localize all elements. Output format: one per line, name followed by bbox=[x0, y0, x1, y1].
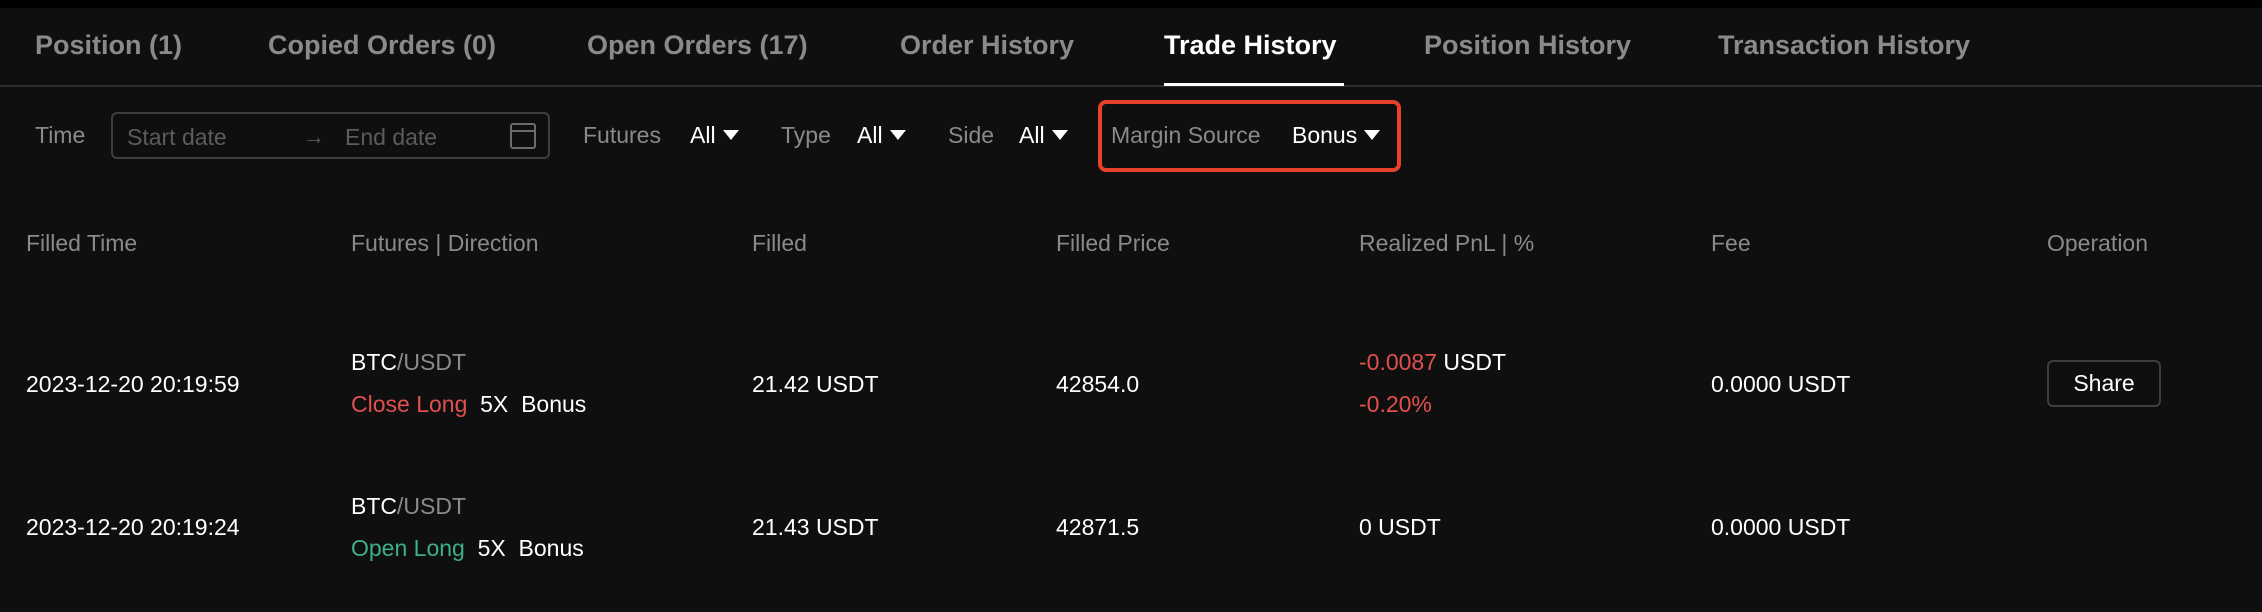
tab-position[interactable]: Position (1) bbox=[35, 30, 182, 60]
tab-trade-history[interactable]: Trade History bbox=[1164, 30, 1337, 60]
filled-time: 2023-12-20 20:19:59 bbox=[26, 371, 240, 397]
side-label: Side bbox=[948, 122, 995, 148]
filled-amount: 21.42 USDT bbox=[752, 371, 879, 397]
pair-quote: /USDT bbox=[397, 493, 466, 519]
filled-time: 2023-12-20 20:19:24 bbox=[26, 514, 240, 540]
filled-price: 42854.0 bbox=[1056, 371, 1140, 397]
time-label: Time bbox=[35, 122, 86, 148]
header-operation: Operation bbox=[2047, 230, 2149, 256]
direction-line: Open Long 5X Bonus bbox=[351, 535, 584, 562]
caret-down-icon bbox=[1364, 130, 1381, 140]
header-filled-time: Filled Time bbox=[26, 230, 138, 256]
date-range-picker[interactable]: Start date → End date bbox=[111, 112, 550, 159]
header-futures-direction: Futures | Direction bbox=[351, 230, 539, 256]
tab-order-history[interactable]: Order History bbox=[900, 30, 1075, 60]
type-label: Type bbox=[781, 122, 831, 148]
pair: BTC/USDT bbox=[351, 349, 466, 376]
caret-down-icon bbox=[722, 130, 739, 140]
header-filled-price: Filled Price bbox=[1056, 230, 1170, 256]
pnl-unit: USDT bbox=[1437, 349, 1507, 375]
pair-base: BTC bbox=[351, 349, 397, 375]
tab-bar: Position (1) Copied Orders (0) Open Orde… bbox=[0, 8, 2262, 87]
header-realized-pnl: Realized PnL | % bbox=[1359, 230, 1535, 256]
highlight-box bbox=[1098, 100, 1401, 172]
header-filled: Filled bbox=[752, 230, 807, 256]
start-date-input[interactable]: Start date bbox=[127, 124, 227, 150]
fee: 0.0000 USDT bbox=[1711, 371, 1851, 397]
calendar-icon[interactable] bbox=[510, 123, 536, 149]
end-date-input[interactable]: End date bbox=[345, 124, 438, 150]
futures-label: Futures bbox=[583, 122, 661, 148]
pnl-value: -0.0087 bbox=[1359, 349, 1438, 375]
arrow-right-icon: → bbox=[303, 124, 325, 149]
leverage: 5X bbox=[480, 391, 509, 417]
pair-base: BTC bbox=[351, 493, 397, 519]
side-dropdown[interactable]: All bbox=[1019, 122, 1068, 149]
margin-source-value: Bonus bbox=[1292, 122, 1358, 148]
margin-source-label: Margin Source bbox=[1111, 122, 1261, 148]
direction: Open Long bbox=[351, 535, 465, 561]
top-bar bbox=[0, 0, 2262, 8]
filled-amount: 21.43 USDT bbox=[752, 514, 879, 540]
active-tab-indicator bbox=[1164, 83, 1344, 86]
margin-source: Bonus bbox=[518, 535, 584, 561]
margin-source-dropdown[interactable]: Bonus bbox=[1292, 122, 1381, 149]
margin-source: Bonus bbox=[521, 391, 587, 417]
pair-quote: /USDT bbox=[397, 349, 466, 375]
side-value: All bbox=[1019, 122, 1045, 148]
share-button[interactable]: Share bbox=[2047, 360, 2161, 407]
header-fee: Fee bbox=[1711, 230, 1751, 256]
futures-value: All bbox=[690, 122, 716, 148]
futures-dropdown[interactable]: All bbox=[690, 122, 739, 149]
realized-pnl: 0 USDT bbox=[1359, 514, 1441, 540]
leverage: 5X bbox=[477, 535, 506, 561]
direction: Close Long bbox=[351, 391, 468, 417]
caret-down-icon bbox=[1051, 130, 1068, 140]
pair: BTC/USDT bbox=[351, 493, 466, 520]
type-dropdown[interactable]: All bbox=[857, 122, 906, 149]
caret-down-icon bbox=[889, 130, 906, 140]
tab-position-history[interactable]: Position History bbox=[1424, 30, 1632, 60]
filled-price: 42871.5 bbox=[1056, 514, 1140, 540]
direction-line: Close Long 5X Bonus bbox=[351, 391, 586, 418]
tab-copied-orders[interactable]: Copied Orders (0) bbox=[268, 30, 497, 60]
tab-transaction-history[interactable]: Transaction History bbox=[1718, 30, 1971, 60]
pnl-percent: -0.20% bbox=[1359, 391, 1432, 417]
tab-open-orders[interactable]: Open Orders (17) bbox=[587, 30, 808, 60]
type-value: All bbox=[857, 122, 883, 148]
fee: 0.0000 USDT bbox=[1711, 514, 1851, 540]
realized-pnl: -0.0087 USDT bbox=[1359, 349, 1506, 376]
